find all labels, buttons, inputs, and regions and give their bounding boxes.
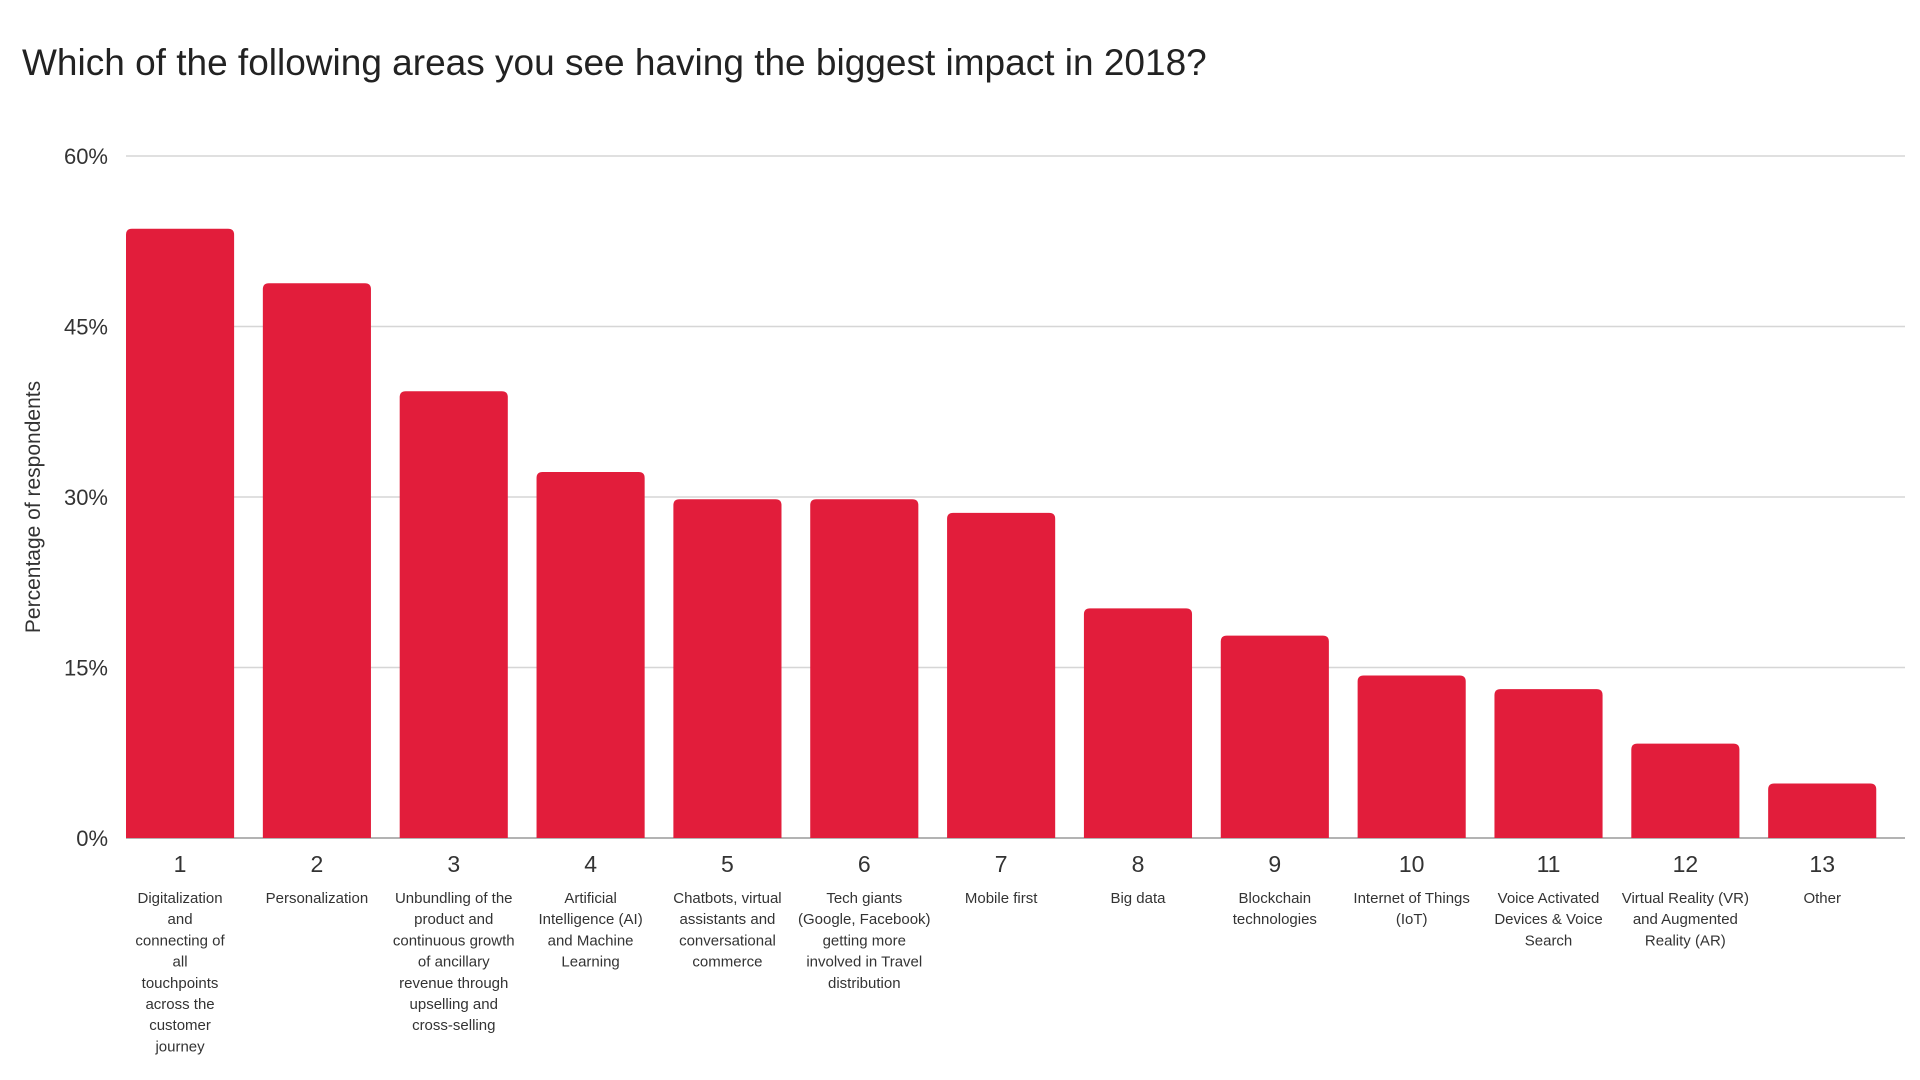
x-category-number: 12 xyxy=(1673,851,1699,877)
bar-5 xyxy=(673,499,782,838)
bar-7 xyxy=(947,512,1056,838)
x-category-number: 10 xyxy=(1399,851,1425,877)
x-category-number: 1 xyxy=(174,851,187,877)
bar-1 xyxy=(126,228,235,838)
bar-9 xyxy=(1220,635,1329,838)
y-axis-label: Percentage of respondents xyxy=(22,381,45,633)
x-category-label: Mobile first xyxy=(965,890,1038,907)
x-category-label: Voice Activated Devices & Voice Search xyxy=(1494,890,1602,949)
bar-10 xyxy=(1357,675,1466,838)
x-category-number: 7 xyxy=(995,851,1008,877)
x-category-number: 13 xyxy=(1809,851,1835,877)
x-category-number: 8 xyxy=(1132,851,1145,877)
x-category-label: Digitalization and connecting of all touchpo… xyxy=(135,890,225,1055)
y-tick-label: 45% xyxy=(64,315,108,340)
x-category-label: Virtual Reality (VR) and Augmented Reality… xyxy=(1622,890,1749,949)
bar-13 xyxy=(1768,783,1877,838)
bars xyxy=(126,228,1877,839)
x-category-number: 5 xyxy=(721,851,734,877)
bar-12 xyxy=(1631,743,1740,838)
bar-8 xyxy=(1083,608,1193,838)
x-category-number: 11 xyxy=(1537,851,1561,877)
chart-title: Which of the following areas you see hav… xyxy=(22,42,1207,83)
bar-6 xyxy=(810,499,919,838)
x-category-label: Tech giants (Google, Facebook) getting mor… xyxy=(798,890,931,992)
bar-3 xyxy=(399,391,508,838)
x-category-label: Blockchain technologies xyxy=(1233,890,1317,928)
x-category-label: Big data xyxy=(1110,890,1166,907)
x-category-number: 3 xyxy=(447,851,460,877)
y-tick-label: 30% xyxy=(64,485,108,510)
x-category-number: 9 xyxy=(1268,851,1281,877)
x-category-label: Artificial Intelligence (AI) and Machine Le… xyxy=(538,890,642,971)
y-tick-label: 60% xyxy=(64,144,108,169)
x-axis-labels: 1 Digitalization and connecting of all touchp… xyxy=(135,851,1841,1055)
x-category-label: Chatbots, virtual assistants and conversat… xyxy=(673,890,781,971)
x-category-number: 4 xyxy=(584,851,597,877)
y-axis-ticks: 0% 15% 30% 45% 60% xyxy=(64,144,108,851)
x-category-label: Other xyxy=(1803,890,1841,907)
y-tick-label: 0% xyxy=(76,826,108,851)
x-category-label: Personalization xyxy=(266,890,369,907)
x-category-label: Unbundling of the product and continuous g… xyxy=(393,890,515,1034)
x-category-label: Internet of Things (IoT) xyxy=(1353,890,1469,928)
bar-2 xyxy=(262,283,371,839)
bar-4 xyxy=(536,471,645,838)
x-category-number: 6 xyxy=(858,851,871,877)
y-tick-label: 15% xyxy=(64,656,108,681)
bar-11 xyxy=(1494,689,1603,838)
x-category-number: 2 xyxy=(311,851,324,877)
